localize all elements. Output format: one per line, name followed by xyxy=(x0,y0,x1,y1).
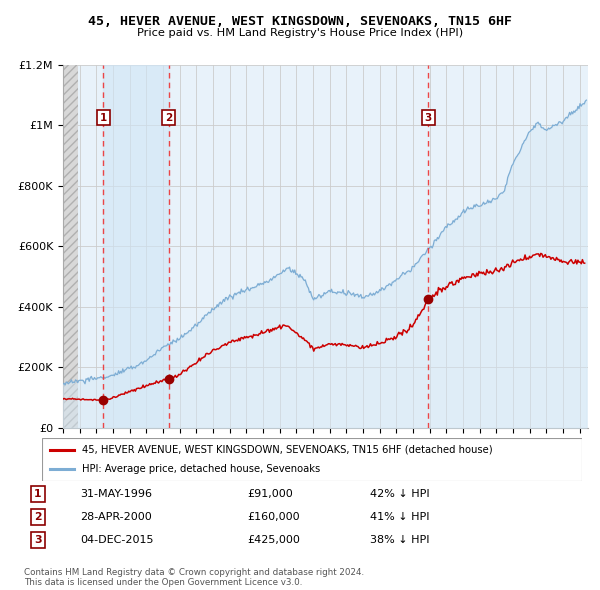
Text: £91,000: £91,000 xyxy=(247,490,293,499)
Text: 45, HEVER AVENUE, WEST KINGSDOWN, SEVENOAKS, TN15 6HF: 45, HEVER AVENUE, WEST KINGSDOWN, SEVENO… xyxy=(88,15,512,28)
Bar xyxy=(103,65,169,428)
Text: 1: 1 xyxy=(100,113,107,123)
Bar xyxy=(63,65,79,428)
Text: Contains HM Land Registry data © Crown copyright and database right 2024.
This d: Contains HM Land Registry data © Crown c… xyxy=(24,568,364,587)
Text: 3: 3 xyxy=(34,535,42,545)
Text: 38% ↓ HPI: 38% ↓ HPI xyxy=(370,535,430,545)
Text: Price paid vs. HM Land Registry's House Price Index (HPI): Price paid vs. HM Land Registry's House … xyxy=(137,28,463,38)
Text: 45, HEVER AVENUE, WEST KINGSDOWN, SEVENOAKS, TN15 6HF (detached house): 45, HEVER AVENUE, WEST KINGSDOWN, SEVENO… xyxy=(83,445,493,455)
Text: HPI: Average price, detached house, Sevenoaks: HPI: Average price, detached house, Seve… xyxy=(83,464,321,474)
FancyBboxPatch shape xyxy=(42,438,582,481)
Text: 2: 2 xyxy=(165,113,172,123)
Text: 28-APR-2000: 28-APR-2000 xyxy=(80,512,152,522)
Text: £425,000: £425,000 xyxy=(247,535,300,545)
Text: £160,000: £160,000 xyxy=(247,512,300,522)
Text: 41% ↓ HPI: 41% ↓ HPI xyxy=(370,512,430,522)
Text: 2: 2 xyxy=(34,512,42,522)
Text: 42% ↓ HPI: 42% ↓ HPI xyxy=(370,490,430,499)
Text: 04-DEC-2015: 04-DEC-2015 xyxy=(80,535,154,545)
Text: 3: 3 xyxy=(425,113,432,123)
Text: 31-MAY-1996: 31-MAY-1996 xyxy=(80,490,152,499)
Text: 1: 1 xyxy=(34,490,42,499)
